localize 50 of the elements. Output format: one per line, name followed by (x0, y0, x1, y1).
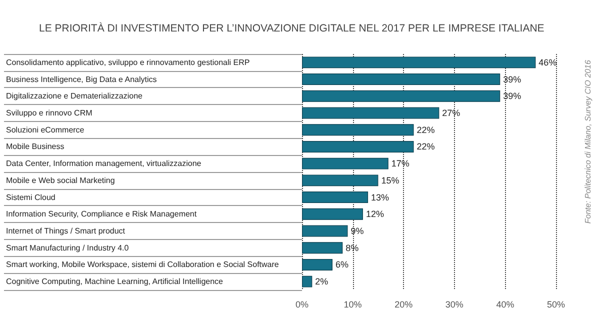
y-tick-label: Internet of Things / Smart product (6, 226, 126, 236)
y-tick-label: Consolidamento applicativo, sviluppo e rinnovamento gestionali ERP (6, 58, 250, 67)
bar (302, 174, 378, 186)
x-tick-label: 40% (496, 300, 514, 310)
bar (302, 258, 332, 270)
y-tick-label: Sistemi Cloud (6, 192, 56, 202)
data-label: 15% (381, 175, 400, 186)
x-tick-label: 50% (546, 300, 566, 310)
y-tick-label: Sviluppo e rinnovo CRM (6, 108, 93, 118)
x-tick-label: 30% (445, 300, 464, 310)
data-label: 46% (538, 57, 557, 68)
bar (302, 140, 414, 152)
x-tick-label: 10% (344, 300, 362, 310)
bar (302, 158, 388, 170)
y-tick-label: Smart Manufacturing / Industry 4.0 (6, 243, 130, 252)
source-note: Fonte: Politecnico di Milano, Survey CIO 2016 (584, 59, 592, 224)
data-label: 6% (335, 260, 348, 270)
data-label: 39% (503, 91, 522, 102)
bar (302, 225, 348, 237)
data-label: 13% (371, 192, 390, 202)
data-label: 2% (315, 276, 328, 287)
bar (302, 124, 414, 136)
data-label: 9% (350, 226, 364, 236)
x-tick-label: 20% (394, 300, 413, 310)
data-label: 22% (416, 124, 435, 135)
y-tick-label: Cognitive Computing, Machine Learning, Artificial Intelligence (6, 277, 224, 286)
data-label: 39% (503, 74, 522, 84)
data-label: 27% (442, 108, 460, 118)
bar (302, 276, 312, 288)
y-tick-label: Soluzioni eCommerce (6, 125, 85, 134)
data-label: 17% (391, 158, 410, 169)
x-tick-label: 0% (295, 300, 309, 310)
chart-title: LE PRIORITÀ DI INVESTIMENTO PER L’INNOVAZIONE DIGITALE NEL 2017 PER LE IMPRESE ITALIANE (39, 22, 544, 34)
bar (302, 107, 440, 119)
bar (302, 208, 363, 220)
y-tick-label: Data Center, Information management, virtualizzazione (6, 159, 202, 168)
bar (302, 242, 343, 254)
y-tick-label: Information Security, Compliance e Risk Management (6, 210, 198, 219)
bar (302, 56, 536, 68)
y-tick-label: Mobile Business (6, 142, 64, 152)
data-label: 12% (366, 209, 384, 220)
y-tick-label: Mobile e Web social Marketing (6, 176, 115, 185)
y-tick-label: Digitalizzazione e Dematerializzazione (6, 92, 144, 101)
data-label: 22% (416, 142, 435, 152)
bar (302, 74, 500, 86)
bar (302, 192, 368, 204)
data-label: 8% (346, 242, 359, 253)
bar (302, 90, 500, 102)
y-tick-label: Smart working, Mobile Workspace, sistemi di Collaboration e Social Software (6, 260, 280, 270)
y-tick-label: Business Intelligence, Big Data e Analytics (6, 74, 157, 84)
